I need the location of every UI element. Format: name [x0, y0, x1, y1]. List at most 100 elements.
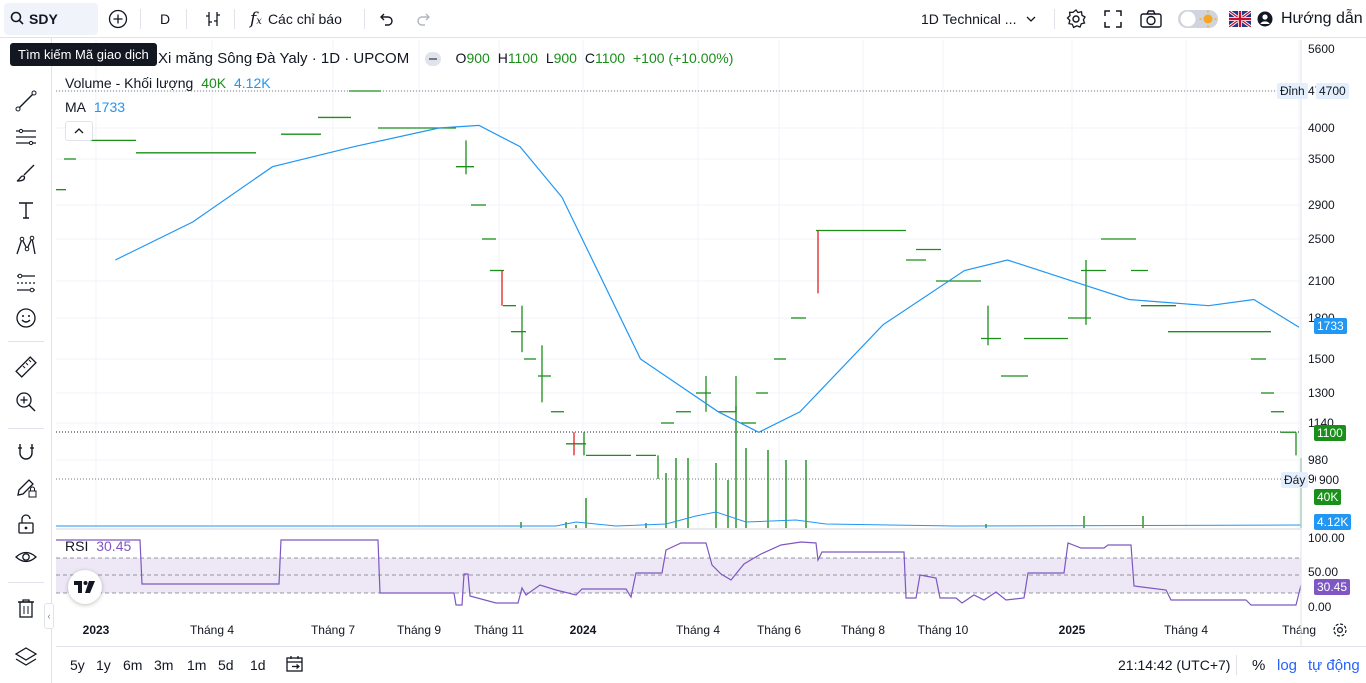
low-value: 900 [553, 50, 577, 66]
range-button-5y[interactable]: 5y [70, 657, 85, 673]
range-button-5d[interactable]: 5d [218, 657, 234, 673]
rsi-value: 30.45 [96, 538, 132, 554]
candles-icon [206, 12, 220, 26]
measure-tool[interactable] [10, 351, 42, 383]
fullscreen-button[interactable] [1103, 0, 1123, 38]
price-chart[interactable]: 5600470040003500290025002100180015001300… [56, 40, 1366, 646]
chart-type-button[interactable] [203, 0, 223, 38]
brush-tool[interactable] [10, 158, 42, 190]
search-icon [10, 11, 24, 28]
chevron-down-icon [1027, 16, 1036, 22]
collapse-legend-button[interactable] [65, 121, 93, 141]
rsi-line [56, 539, 1302, 606]
trend-line-tool[interactable] [10, 85, 42, 117]
open-label: O [455, 50, 467, 66]
time-axis: 2023 Tháng 4 Tháng 7 Tháng 9 Tháng 11 2024 Thá… [83, 623, 1316, 637]
log-toggle[interactable]: log [1277, 657, 1298, 674]
volume-ma-value: 4.12K [234, 75, 271, 91]
volume-value: 40K [201, 75, 227, 91]
auto-scale-toggle[interactable]: tự động [1308, 657, 1360, 674]
undo-icon [380, 13, 393, 26]
time-tick-label: Tháng 11 [474, 623, 524, 637]
price-tick-label: 2100 [1308, 274, 1335, 288]
rsi-tag: 30.45 [1314, 579, 1351, 595]
symbol-search[interactable]: SDY [4, 3, 98, 35]
rsi-tick-label: 100.00 [1308, 531, 1345, 545]
chart-settings-button[interactable] [1332, 622, 1348, 643]
layout-dropdown[interactable]: 1D Technical ... [921, 0, 1036, 38]
add-symbol-button[interactable] [108, 0, 128, 38]
function-icon: fx [250, 9, 262, 29]
forecast-tool[interactable] [10, 267, 42, 299]
indicators-button[interactable]: fx Các chỉ báo [250, 0, 342, 38]
guide-button[interactable]: Hướng dẫn [1257, 0, 1363, 38]
gear-icon [1066, 9, 1086, 29]
text-tool[interactable] [10, 194, 42, 226]
object-tree-tool[interactable] [10, 641, 42, 673]
price-tick-label: 1300 [1308, 386, 1335, 400]
collapse-toolbar-handle[interactable]: ‹ [44, 603, 54, 629]
high-value: 1100 [507, 50, 538, 66]
search-tooltip: Tìm kiếm Mã giao dịch [10, 43, 157, 66]
time-tick-label: Tháng 10 [918, 623, 969, 637]
chart-area[interactable]: 5600470040003500290025002100180015001300… [56, 40, 1366, 646]
close-tag: 1100 [1314, 425, 1346, 441]
range-button-1d[interactable]: 1d [250, 657, 266, 673]
low-tag-value: 900 [1316, 472, 1343, 488]
hide-legend-icon[interactable] [425, 52, 442, 67]
undo-button[interactable] [377, 0, 395, 38]
gear-icon [1333, 623, 1347, 637]
trend-line-icon [15, 90, 37, 112]
tv-logo-icon [74, 581, 95, 593]
interval-button[interactable]: D [160, 11, 171, 27]
ma-tag: 1733 [1314, 318, 1347, 334]
range-button-1y[interactable]: 1y [96, 657, 111, 673]
magnet-tool[interactable] [10, 436, 42, 468]
clock-label: 21:14:42 (UTC+7) [1118, 657, 1231, 673]
symbol-title: Xi măng Sông Đà Yaly · 1D · UPCOM [158, 50, 410, 67]
chevron-up-icon [74, 128, 84, 134]
date-range-button[interactable] [285, 654, 305, 677]
high-label: H [497, 50, 508, 66]
eye-icon [15, 551, 37, 563]
settings-button[interactable] [1065, 0, 1087, 38]
hide-drawings-tool[interactable] [10, 541, 42, 573]
close-label: C [584, 50, 595, 66]
remove-drawings-tool[interactable] [10, 592, 42, 624]
redo-button[interactable] [415, 0, 433, 38]
screenshot-button[interactable] [1139, 0, 1163, 38]
ma-legend: MA 1733 [65, 99, 129, 115]
emoji-tool[interactable] [10, 302, 42, 334]
pattern-tool[interactable] [10, 230, 42, 262]
range-button-1m[interactable]: 1m [187, 657, 207, 673]
theme-toggle[interactable] [1177, 0, 1219, 38]
text-icon [19, 202, 33, 219]
volume-ma-line [56, 511, 1302, 527]
redo-icon [417, 13, 430, 26]
layers-icon [14, 647, 38, 666]
smiley-icon [16, 308, 36, 328]
rsi-band [56, 558, 1301, 593]
indicators-label: Các chỉ báo [267, 11, 342, 27]
price-bars [56, 90, 1297, 479]
tradingview-logo[interactable] [68, 570, 102, 604]
time-tick-label: Tháng 9 [397, 623, 441, 637]
range-button-3m[interactable]: 3m [154, 657, 174, 673]
zoom-in-icon [16, 392, 36, 412]
calendar-goto-icon [286, 656, 303, 672]
lock-drawing-tool[interactable] [10, 471, 42, 503]
percent-toggle[interactable]: % [1252, 657, 1266, 674]
guide-label: Hướng dẫn [1281, 10, 1363, 27]
time-tick-label: Tháng 8 [841, 623, 885, 637]
language-button[interactable] [1229, 0, 1251, 38]
zoom-tool[interactable] [10, 386, 42, 418]
price-tick-label: 5600 [1308, 42, 1335, 56]
range-button-6m[interactable]: 6m [123, 657, 143, 673]
horizontal-lines-tool[interactable] [10, 121, 42, 153]
lock-all-tool[interactable] [10, 508, 42, 540]
high-tag-value: 4700 [1316, 83, 1349, 99]
low-label: L [545, 50, 554, 66]
close-value: 1100 [594, 50, 626, 66]
ma-line [115, 124, 1300, 433]
price-axis: 5600470040003500290025002100180015001300… [1308, 42, 1335, 486]
